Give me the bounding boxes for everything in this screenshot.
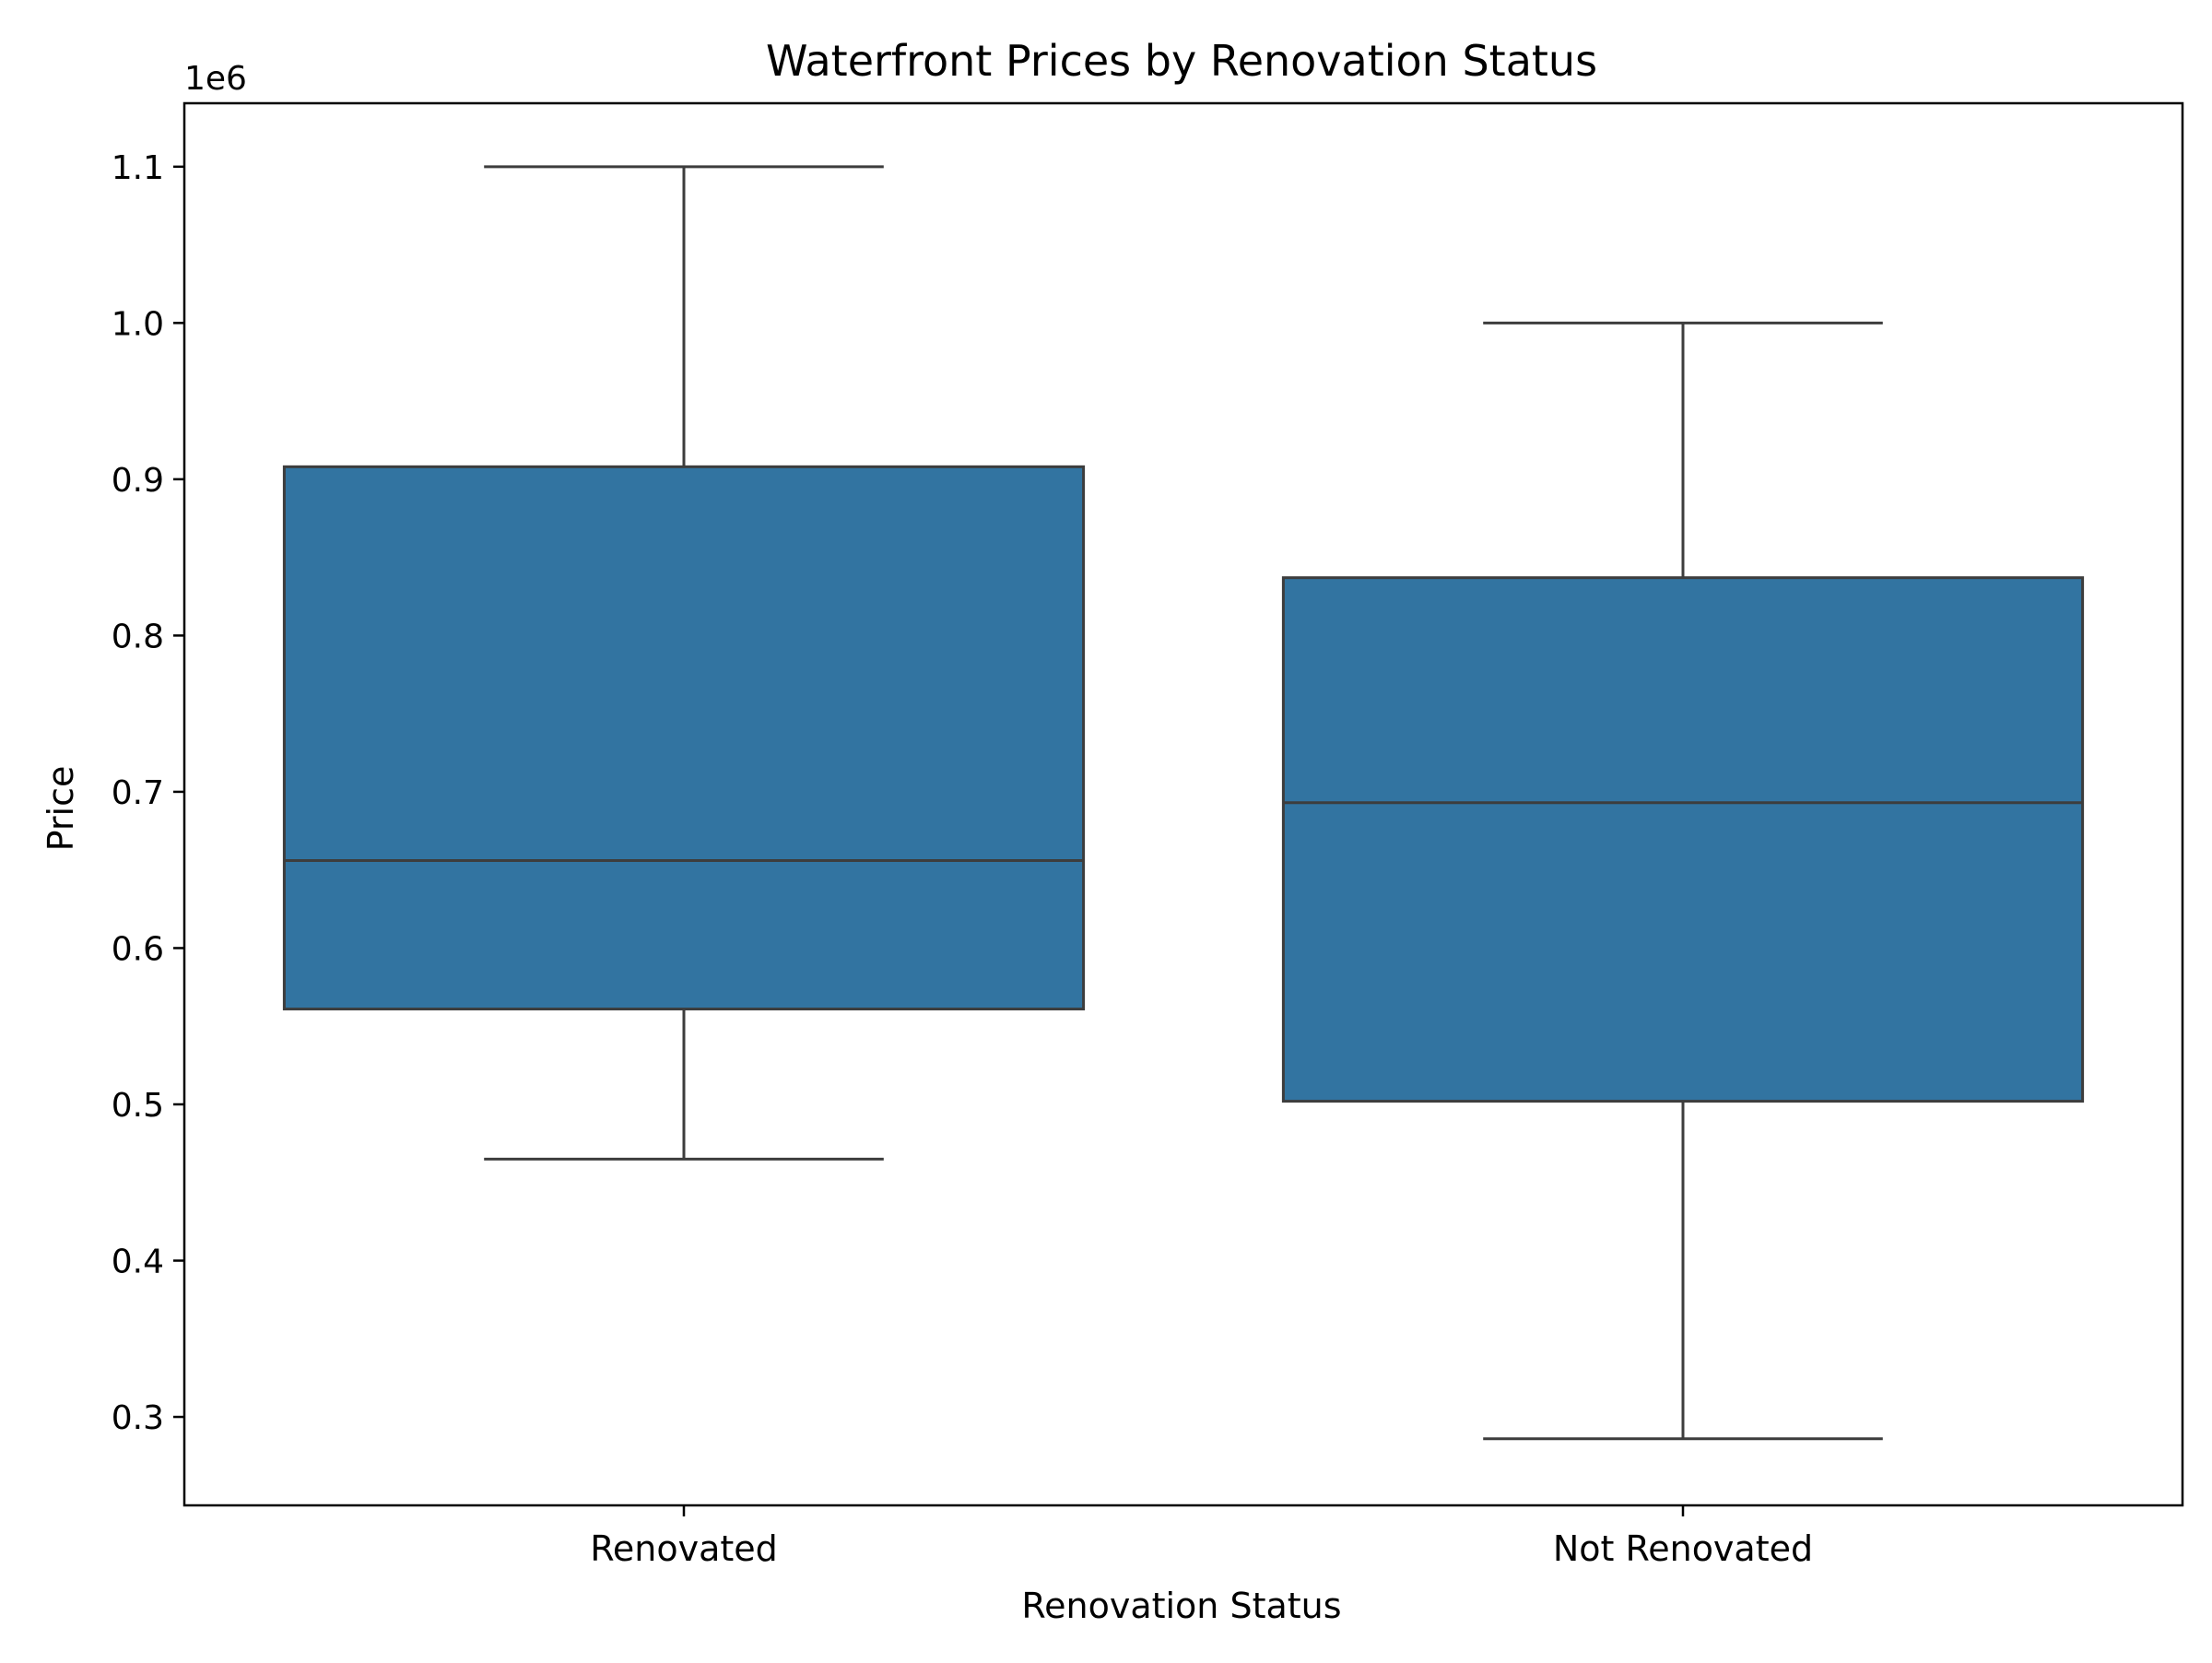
chart-title: Waterfront Prices by Renovation Status bbox=[766, 36, 1597, 86]
x-axis-label: Renovation Status bbox=[1021, 1586, 1341, 1626]
box-not-renovated bbox=[1281, 576, 2085, 1103]
y-axis-label: Price bbox=[41, 766, 81, 852]
box-renovated bbox=[282, 465, 1086, 1011]
y-axis-offset-label: 1e6 bbox=[184, 60, 247, 98]
x-tick-label: Renovated bbox=[590, 1528, 778, 1569]
y-tick-label: 0.9 bbox=[112, 462, 164, 500]
y-tick-label: 1.1 bbox=[112, 149, 164, 187]
y-tick-label: 0.3 bbox=[112, 1399, 164, 1437]
y-tick-label: 0.6 bbox=[112, 930, 164, 968]
y-tick-label: 1.0 bbox=[112, 305, 164, 343]
x-tick-label: Not Renovated bbox=[1553, 1528, 1813, 1569]
plot-frame bbox=[182, 101, 2184, 1507]
y-tick-label: 0.4 bbox=[112, 1244, 164, 1281]
plot-area: 0.3 0.4 0.5 0.6 0.7 0.8 0.9 1.0 1.1 Renovated Not … bbox=[112, 101, 2184, 1569]
y-tick-label: 0.8 bbox=[112, 618, 164, 655]
y-tick-label: 0.7 bbox=[112, 774, 164, 812]
y-tick-label: 0.5 bbox=[112, 1087, 164, 1125]
